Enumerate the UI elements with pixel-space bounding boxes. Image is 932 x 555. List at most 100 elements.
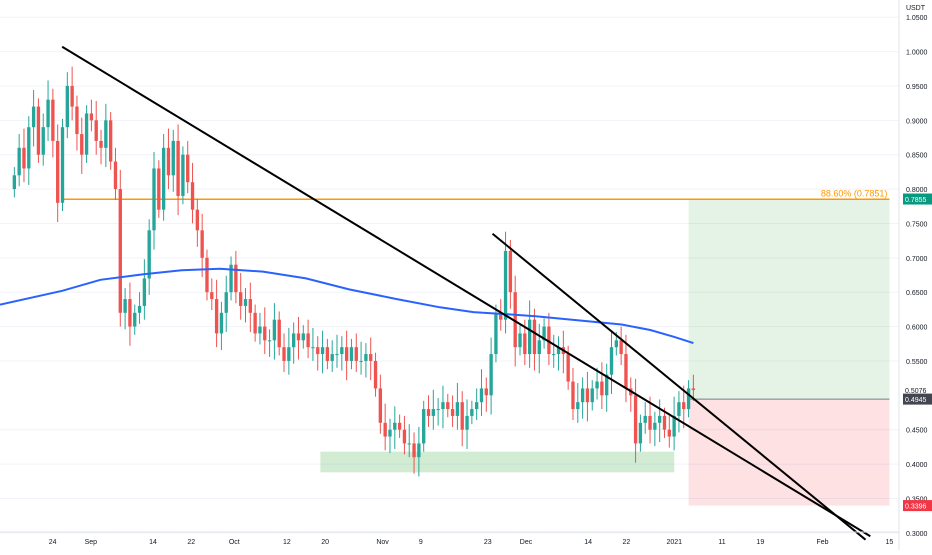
candle-body	[311, 347, 315, 349]
y-axis[interactable]: USDT 1.0500 1.0000 0.9500 0.9000 0.8500 0.8000…	[898, 0, 928, 550]
candle-body	[503, 250, 508, 320]
candle-body	[566, 354, 570, 382]
candle-body	[123, 299, 127, 313]
candle	[397, 414, 402, 438]
trendlines[interactable]	[61, 45, 871, 541]
x-axis[interactable]: 24 Sep 14 22 Oct 12 20 Nov 9 23 Dec 14 22 2021 11 19 Feb…	[0, 531, 899, 546]
price-tag: 0.3396	[903, 500, 932, 512]
candle-body	[306, 333, 310, 348]
candle	[619, 326, 623, 366]
candle	[590, 380, 594, 411]
candle	[643, 402, 647, 434]
candle-body	[624, 354, 628, 389]
candle-body	[128, 299, 132, 327]
candle-body	[499, 312, 503, 320]
y-tick-label: 0.8500	[906, 153, 928, 160]
candle-body	[571, 381, 575, 410]
candle	[166, 128, 171, 190]
candle-body	[412, 443, 416, 458]
candle-body	[171, 140, 175, 176]
candle-body	[431, 409, 435, 416]
candle-body	[691, 388, 696, 391]
candle-body	[133, 312, 137, 327]
candle	[243, 288, 248, 323]
candle-body	[600, 381, 604, 396]
price-tag: 0.7855	[903, 193, 932, 205]
candle	[547, 312, 551, 366]
fib-level[interactable]: 88.60% (0.7851)	[62, 188, 890, 201]
candle	[31, 90, 36, 147]
trendline[interactable]	[491, 232, 867, 541]
candle	[320, 330, 325, 374]
candle-body	[41, 127, 45, 155]
candle	[99, 129, 103, 165]
candle	[301, 325, 305, 349]
y-tick-label: 0.3500	[906, 496, 928, 503]
candle	[65, 72, 69, 139]
candle-body	[89, 113, 94, 121]
ema-200-line[interactable]	[0, 267, 694, 345]
candle-body	[344, 347, 349, 361]
y-tick-label: 0.8000	[906, 187, 928, 194]
candle-body	[595, 381, 599, 389]
candle	[484, 377, 488, 412]
y-tick-label: 0.3000	[906, 531, 928, 538]
candle	[388, 418, 392, 454]
candle	[80, 117, 84, 174]
stop-zone[interactable]	[688, 399, 890, 506]
candle-body	[585, 388, 590, 403]
price-tag-bg	[903, 500, 932, 512]
candle	[306, 319, 310, 359]
candle-body	[373, 360, 378, 389]
candle	[147, 219, 151, 295]
candle-body	[508, 250, 513, 293]
candle-body	[518, 333, 522, 348]
candle-body	[340, 347, 344, 355]
candle-body	[31, 106, 36, 128]
candle	[56, 124, 60, 223]
candle-body	[36, 106, 41, 155]
candle	[94, 101, 98, 155]
candle	[311, 327, 315, 361]
candle	[373, 352, 378, 397]
candle-body	[147, 230, 151, 279]
candle-body	[470, 409, 474, 416]
candle-body	[369, 354, 373, 361]
price-tag: 0.4945	[903, 393, 932, 405]
candle-body	[60, 127, 65, 203]
candle-body	[349, 347, 354, 361]
trendline[interactable]	[61, 45, 871, 538]
candle-body	[455, 402, 460, 416]
candle-body	[190, 182, 195, 210]
candle-body	[287, 347, 291, 361]
y-tick-label: 0.6000	[906, 325, 928, 332]
x-tick-label: 22	[623, 539, 631, 546]
candle	[27, 116, 31, 185]
candle	[474, 388, 479, 421]
candle-body	[157, 168, 161, 210]
candle	[436, 398, 440, 426]
candle	[152, 151, 156, 250]
candle-body	[75, 106, 79, 135]
x-tick-label: 24	[49, 539, 57, 546]
candle-body	[494, 312, 498, 355]
candle-body	[532, 319, 537, 355]
candle	[123, 288, 127, 330]
candle	[556, 336, 561, 371]
candle	[499, 299, 503, 331]
candle	[113, 147, 118, 201]
support-zone[interactable]	[320, 451, 675, 473]
candle-body	[70, 85, 74, 107]
candle	[229, 256, 233, 301]
target-zone[interactable]	[688, 199, 890, 400]
x-tick-label: Oct	[229, 539, 240, 546]
candle	[248, 282, 252, 333]
candle	[239, 272, 243, 320]
candle	[142, 259, 147, 320]
candle-body	[580, 388, 585, 403]
candle-body	[137, 305, 142, 313]
candle	[441, 385, 445, 429]
candle	[402, 415, 407, 455]
